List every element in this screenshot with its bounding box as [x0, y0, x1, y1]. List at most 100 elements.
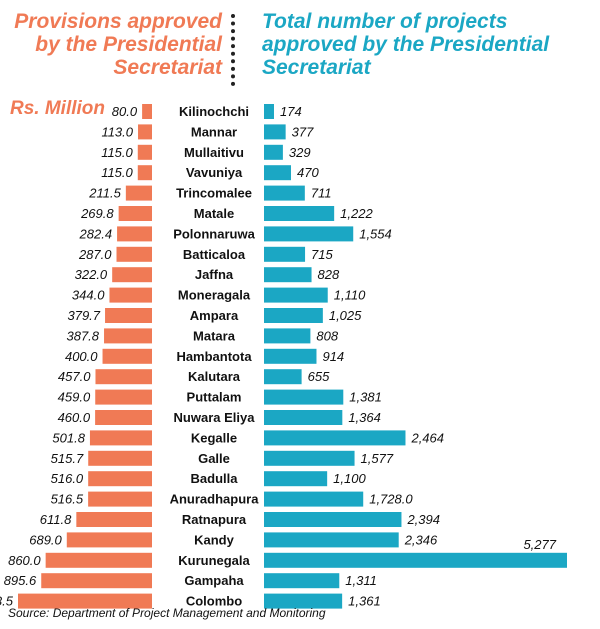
category-label-ampara: Ampara: [190, 308, 239, 323]
provision-value-gampaha: 895.6: [4, 573, 37, 588]
category-label-jaffna: Jaffna: [195, 267, 234, 282]
project-value-gampaha: 1,311: [345, 573, 377, 588]
provision-value-ampara: 379.7: [67, 308, 100, 323]
project-value-moneragala: 1,110: [334, 288, 366, 303]
project-value-kalutara: 655: [308, 369, 330, 384]
project-bar-mannar: [264, 124, 286, 140]
project-value-colombo: 1,361: [348, 594, 381, 609]
source-note: Source: Department of Project Management…: [8, 606, 326, 620]
provision-bar-kilinochchi: [142, 104, 152, 119]
provision-value-polonnaruwa: 282.4: [79, 226, 113, 241]
provision-value-trincomalee: 211.5: [88, 186, 121, 201]
project-bar-galle: [264, 450, 355, 466]
projects-title: Total number of projects approved by the…: [262, 10, 550, 79]
provision-bar-gampaha: [41, 573, 153, 589]
project-bar-moneragala: [264, 287, 328, 303]
provision-value-kegalle: 501.8: [52, 430, 85, 445]
provision-value-kandy: 689.0: [29, 532, 62, 547]
provision-value-galle: 515.7: [51, 451, 84, 466]
provision-value-mullaitivu: 115.0: [101, 145, 133, 160]
project-bar-kalutara: [264, 369, 302, 385]
provision-bar-ampara: [105, 308, 152, 323]
project-value-batticaloa: 715: [311, 247, 333, 262]
provision-bar-matale: [118, 206, 152, 221]
project-value-ampara: 1,025: [329, 308, 362, 323]
provision-value-badulla: 516.0: [51, 471, 84, 486]
provision-value-colombo: 1083.5: [0, 594, 14, 609]
category-label-matale: Matale: [194, 206, 234, 221]
project-bar-anuradhapura: [264, 491, 364, 507]
provisions-title: Provisions approved by the Presidential …: [14, 10, 222, 79]
provision-bar-moneragala: [109, 287, 152, 303]
category-label-polonnaruwa: Polonnaruwa: [173, 226, 255, 241]
category-label-galle: Galle: [198, 451, 230, 466]
project-value-kandy: 2,346: [404, 532, 438, 547]
project-value-matara: 808: [316, 328, 338, 343]
project-value-vavuniya: 470: [297, 165, 319, 180]
provision-bar-nuwara-eliya: [95, 410, 152, 425]
category-label-kurunegala: Kurunegala: [178, 553, 250, 568]
project-value-anuradhapura: 1,728.0: [369, 492, 413, 507]
provision-bar-galle: [88, 450, 152, 466]
project-bar-hambantota: [264, 348, 317, 364]
project-value-puttalam: 1,381: [349, 390, 382, 405]
category-label-hambantota: Hambantota: [176, 349, 252, 364]
project-bar-colombo: [264, 593, 343, 609]
project-bar-vavuniya: [264, 165, 291, 181]
provision-bar-mullaitivu: [137, 144, 152, 160]
provision-value-kalutara: 457.0: [58, 369, 91, 384]
project-bar-polonnaruwa: [264, 226, 354, 242]
category-label-mullaitivu: Mullaitivu: [184, 145, 244, 160]
provision-bar-kandy: [66, 532, 152, 548]
provision-value-ratnapura: 611.8: [40, 512, 72, 527]
provision-value-kilinochchi: 80.0: [112, 104, 138, 119]
project-value-ratnapura: 2,394: [406, 512, 440, 527]
project-value-kegalle: 2,464: [410, 430, 444, 445]
project-bar-gampaha: [264, 573, 340, 589]
provision-value-nuwara-eliya: 460.0: [58, 410, 91, 425]
provision-value-matara: 387.8: [66, 328, 99, 343]
category-label-colombo: Colombo: [186, 594, 242, 609]
project-bar-nuwara-eliya: [264, 410, 343, 425]
category-label-nuwara-eliya: Nuwara Eliya: [174, 410, 256, 425]
provision-bar-mannar: [138, 124, 152, 140]
project-bar-kurunegala: [264, 552, 567, 568]
project-value-jaffna: 828: [318, 267, 340, 282]
category-label-puttalam: Puttalam: [187, 390, 242, 405]
provision-value-puttalam: 459.0: [58, 390, 91, 405]
provision-bar-kalutara: [95, 369, 152, 385]
provision-bar-vavuniya: [137, 165, 152, 181]
project-value-galle: 1,577: [361, 451, 394, 466]
project-bar-kegalle: [264, 430, 406, 446]
provision-bar-jaffna: [112, 267, 152, 283]
project-bar-jaffna: [264, 267, 312, 283]
project-value-trincomalee: 711: [311, 186, 332, 201]
category-label-kilinochchi: Kilinochchi: [179, 104, 249, 119]
unit-label: Rs. Million: [10, 98, 105, 119]
category-label-vavuniya: Vavuniya: [186, 165, 243, 180]
provision-bar-kegalle: [89, 430, 152, 446]
project-value-polonnaruwa: 1,554: [359, 226, 392, 241]
project-value-mullaitivu: 329: [289, 145, 311, 160]
project-bar-ampara: [264, 308, 323, 323]
provision-value-batticaloa: 287.0: [78, 247, 112, 262]
provision-bar-kurunegala: [45, 552, 153, 568]
category-label-kalutara: Kalutara: [188, 369, 241, 384]
category-label-gampaha: Gampaha: [184, 573, 244, 588]
category-label-moneragala: Moneragala: [178, 288, 251, 303]
category-label-kegalle: Kegalle: [191, 430, 237, 445]
project-bar-matara: [264, 328, 311, 344]
project-bar-kilinochchi: [264, 104, 274, 119]
title-divider: [231, 14, 235, 86]
project-value-nuwara-eliya: 1,364: [348, 410, 381, 425]
provision-bar-polonnaruwa: [117, 226, 152, 242]
project-bar-mullaitivu: [264, 144, 283, 160]
project-value-mannar: 377: [292, 124, 314, 139]
provision-bar-colombo: [18, 593, 152, 609]
project-bar-badulla: [264, 471, 328, 487]
provision-bar-anuradhapura: [88, 491, 152, 507]
provision-value-moneragala: 344.0: [72, 288, 105, 303]
provision-value-jaffna: 322.0: [75, 267, 108, 282]
provision-bar-matara: [104, 328, 152, 344]
